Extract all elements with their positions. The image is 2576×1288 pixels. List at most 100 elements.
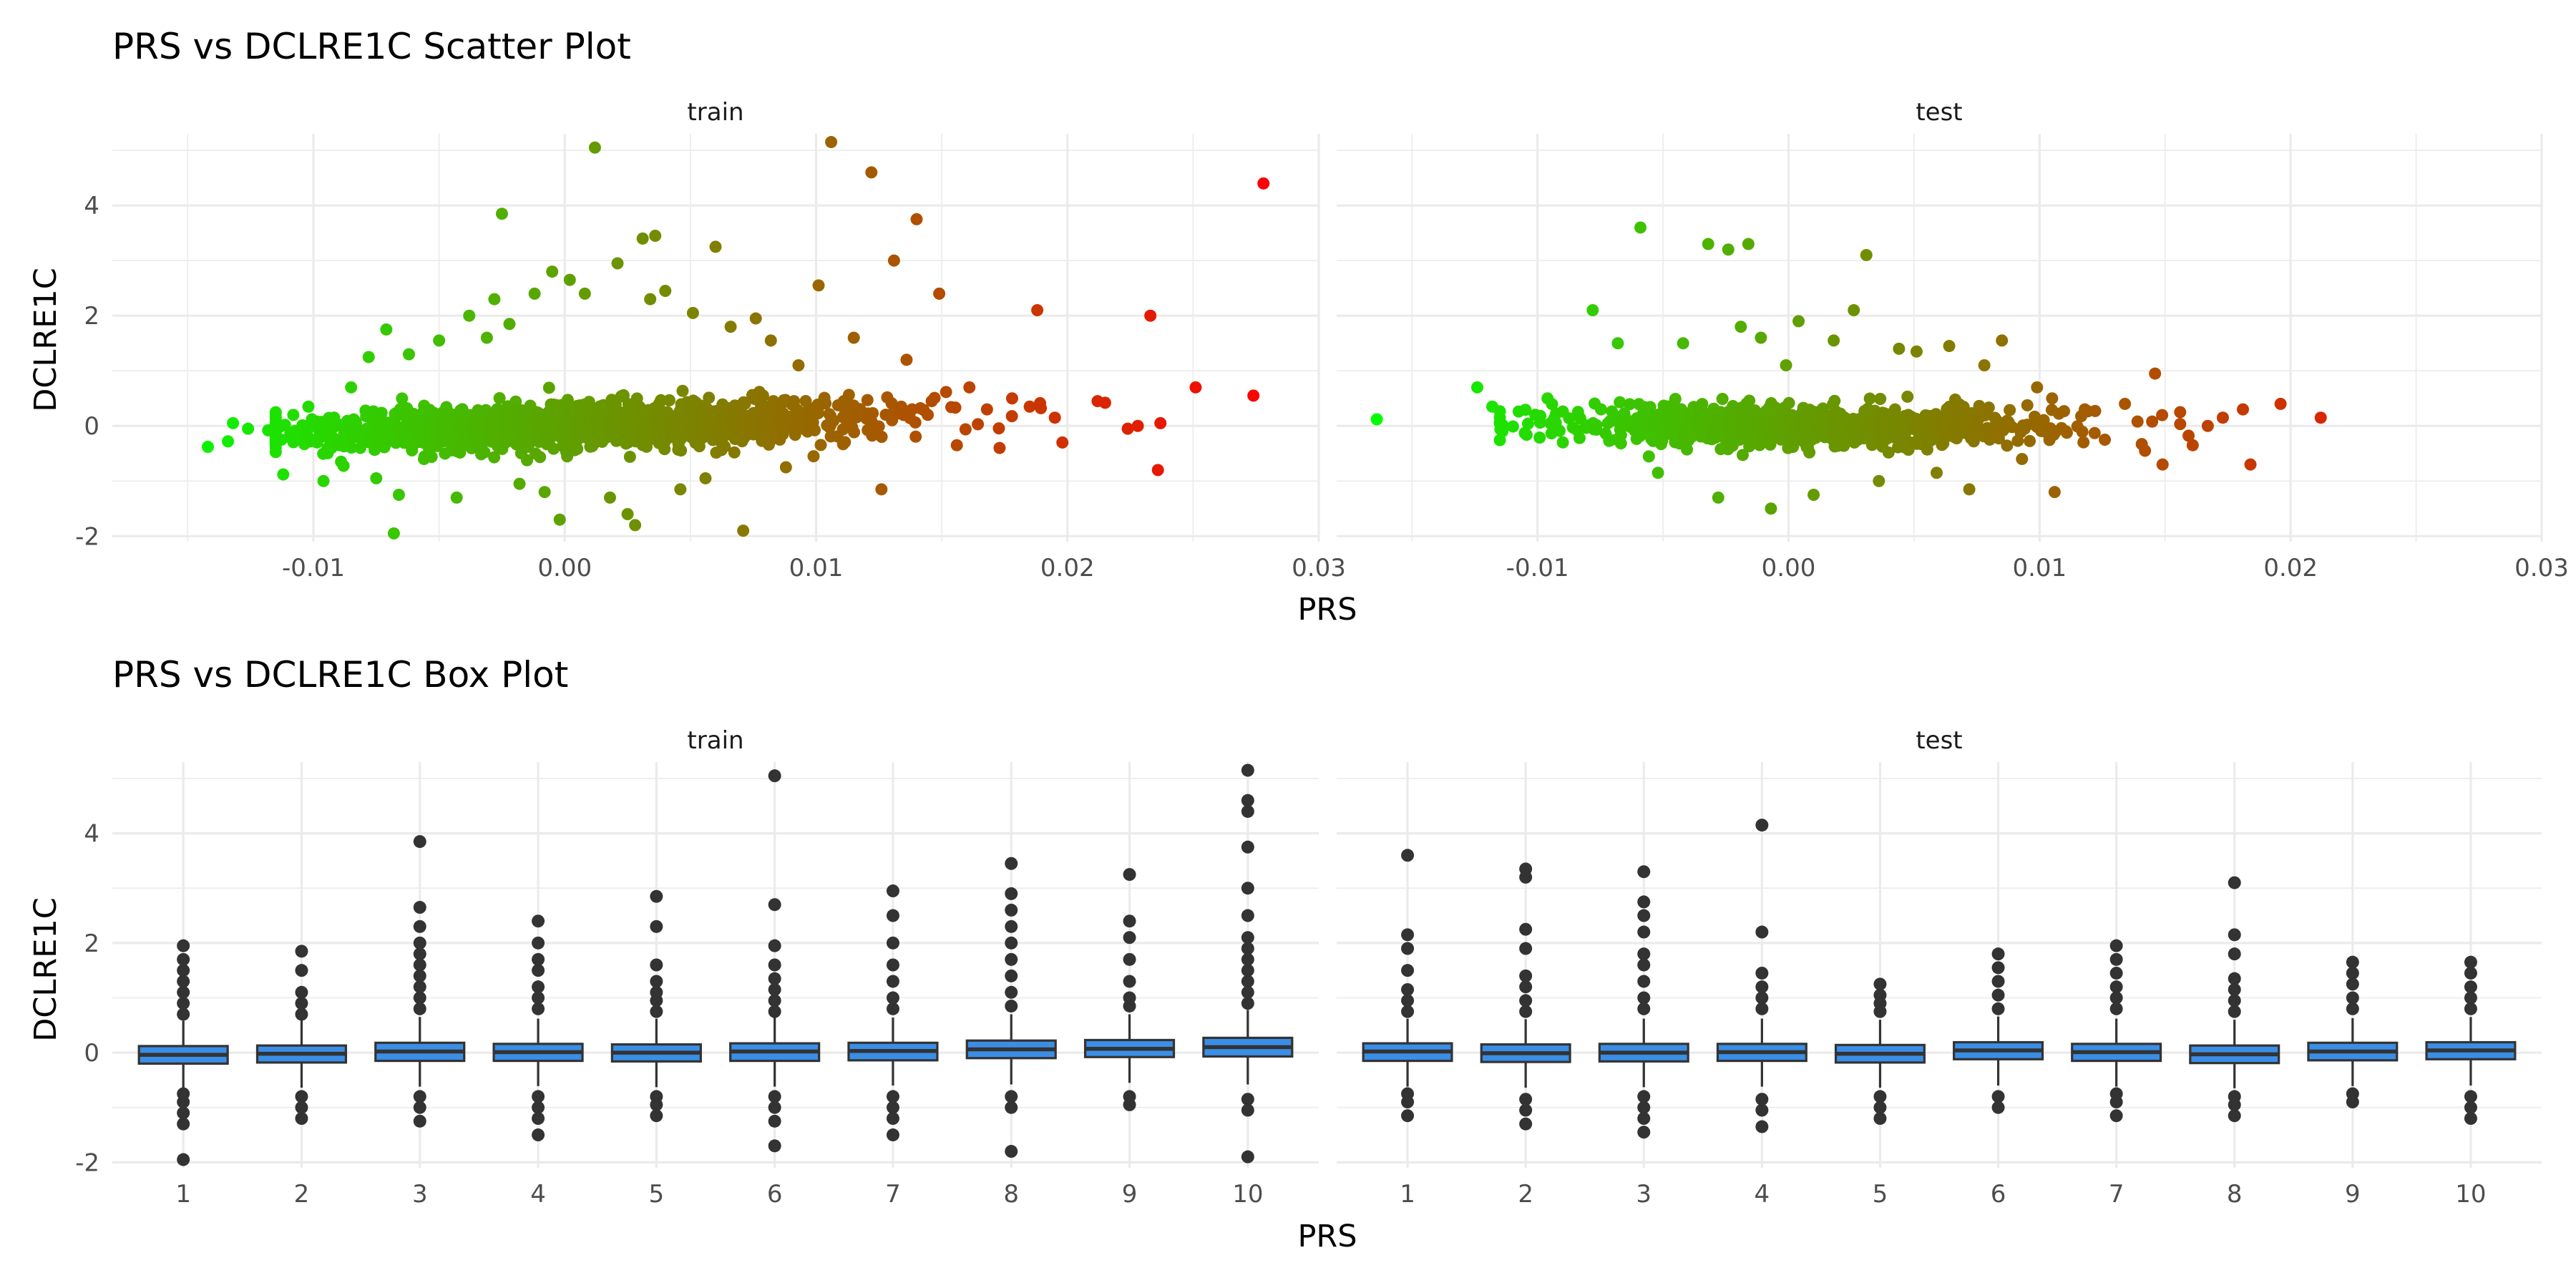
box-outlier (1991, 988, 2005, 1002)
scatter-point (269, 406, 282, 419)
box-outlier (768, 1114, 781, 1128)
box-outlier (1637, 865, 1651, 879)
scatter-point (1493, 405, 1506, 418)
box-outlier (1991, 975, 2005, 988)
scatter-point (980, 403, 993, 416)
scatter-panel-test: -0.01 0.00 0.01 0.02 0.03 test (1337, 98, 2569, 582)
box-outlier (295, 964, 308, 977)
box-outlier (2346, 966, 2359, 980)
box-outlier (650, 975, 663, 988)
box-outlier (1519, 1093, 1533, 1106)
scatter-point (659, 285, 672, 298)
box-outlier (295, 1090, 308, 1103)
box-outlier (768, 994, 781, 1008)
scatter-point (1470, 381, 1483, 394)
box-outlier (1005, 985, 1018, 999)
scatter-point (900, 353, 913, 366)
scatter-point (764, 334, 777, 347)
scatter-point (839, 436, 852, 449)
box-5 (610, 889, 702, 1123)
box-outlier (1241, 997, 1254, 1010)
scatter-point (2021, 399, 2034, 411)
box-outlier (1519, 1103, 1533, 1117)
box-outlier (1755, 991, 1769, 1005)
box-outlier (413, 969, 426, 982)
box-outlier (413, 901, 426, 914)
scatter-point (1005, 410, 1018, 423)
box-outlier (886, 936, 899, 950)
scatter-point (909, 430, 922, 443)
box-outlier (1005, 936, 1018, 950)
scatter-point (1573, 431, 1586, 444)
box-outlier (768, 972, 781, 985)
box-outlier (1755, 1120, 1769, 1133)
scatter-point (724, 321, 737, 333)
scatter-point (728, 446, 741, 459)
box-outlier (1637, 1101, 1651, 1114)
scatter-point (655, 394, 668, 406)
scatter-point (345, 441, 358, 454)
scatter-point (644, 293, 657, 306)
scatter-point (345, 381, 358, 394)
scatter-point (2016, 452, 2029, 465)
x-tick-label: 3 (412, 1180, 428, 1209)
scatter-point (1882, 446, 1895, 459)
scatter-point (2060, 426, 2073, 439)
box-outlier (295, 1112, 308, 1126)
box-outlier (1519, 994, 1533, 1008)
box-outlier (413, 1090, 426, 1103)
box-outlier (1241, 942, 1254, 955)
scatter-point (842, 389, 855, 401)
scatter-point (617, 389, 630, 401)
x-tick-label: 3 (1636, 1180, 1652, 1209)
scatter-point (1521, 417, 1534, 430)
box-outlier (650, 919, 663, 933)
box-outlier (295, 945, 308, 958)
scatter-point (1978, 359, 1991, 372)
box-outlier (886, 1090, 899, 1103)
box-9 (1083, 868, 1176, 1111)
scatter-point (779, 461, 792, 474)
box-outlier (2109, 1087, 2123, 1101)
x-tick-label: 7 (885, 1180, 901, 1209)
scatter-point (1967, 435, 1980, 448)
scatter-point (827, 414, 840, 427)
box-outlier (2464, 966, 2477, 980)
scatter-point (1996, 334, 2009, 347)
box-outlier (532, 980, 545, 994)
scatter-point (819, 397, 832, 410)
scatter-point (1888, 403, 1901, 416)
x-tick-label: 0.03 (1292, 554, 1346, 582)
scatter-point (1154, 416, 1167, 429)
scatter-point (362, 351, 375, 364)
scatter-point (302, 400, 315, 413)
box-outlier (177, 1106, 190, 1120)
box-outlier (1241, 763, 1254, 777)
scatter-point (222, 435, 235, 448)
scatter-point (1743, 394, 1756, 407)
scatter-point (392, 489, 405, 502)
scatter-point (1765, 502, 1777, 515)
box-4 (492, 914, 584, 1142)
box-outlier (177, 952, 190, 966)
box-outlier (1637, 1090, 1651, 1103)
box-outlier (413, 936, 426, 950)
box-outlier (886, 1002, 899, 1015)
box-4 (1716, 819, 1807, 1133)
scatter-point (699, 472, 712, 484)
box-x-axis-label: PRS (1297, 1219, 1357, 1254)
scatter-point (1848, 303, 1860, 316)
box-outlier (650, 1109, 663, 1123)
scatter-point (1370, 413, 1383, 426)
scatter-y-axis-label: DCLRE1C (28, 268, 64, 412)
y-tick-label: 4 (84, 820, 99, 849)
x-tick-label: 0.01 (2012, 554, 2067, 582)
scatter-point (1807, 489, 1820, 502)
scatter-point (963, 381, 976, 394)
scatter-point (563, 273, 576, 286)
scatter-point (201, 441, 214, 454)
scatter-point (636, 232, 649, 245)
box-outlier (2346, 955, 2359, 969)
x-tick-label: 8 (1003, 1180, 1019, 1209)
scatter-point (1982, 401, 1995, 414)
